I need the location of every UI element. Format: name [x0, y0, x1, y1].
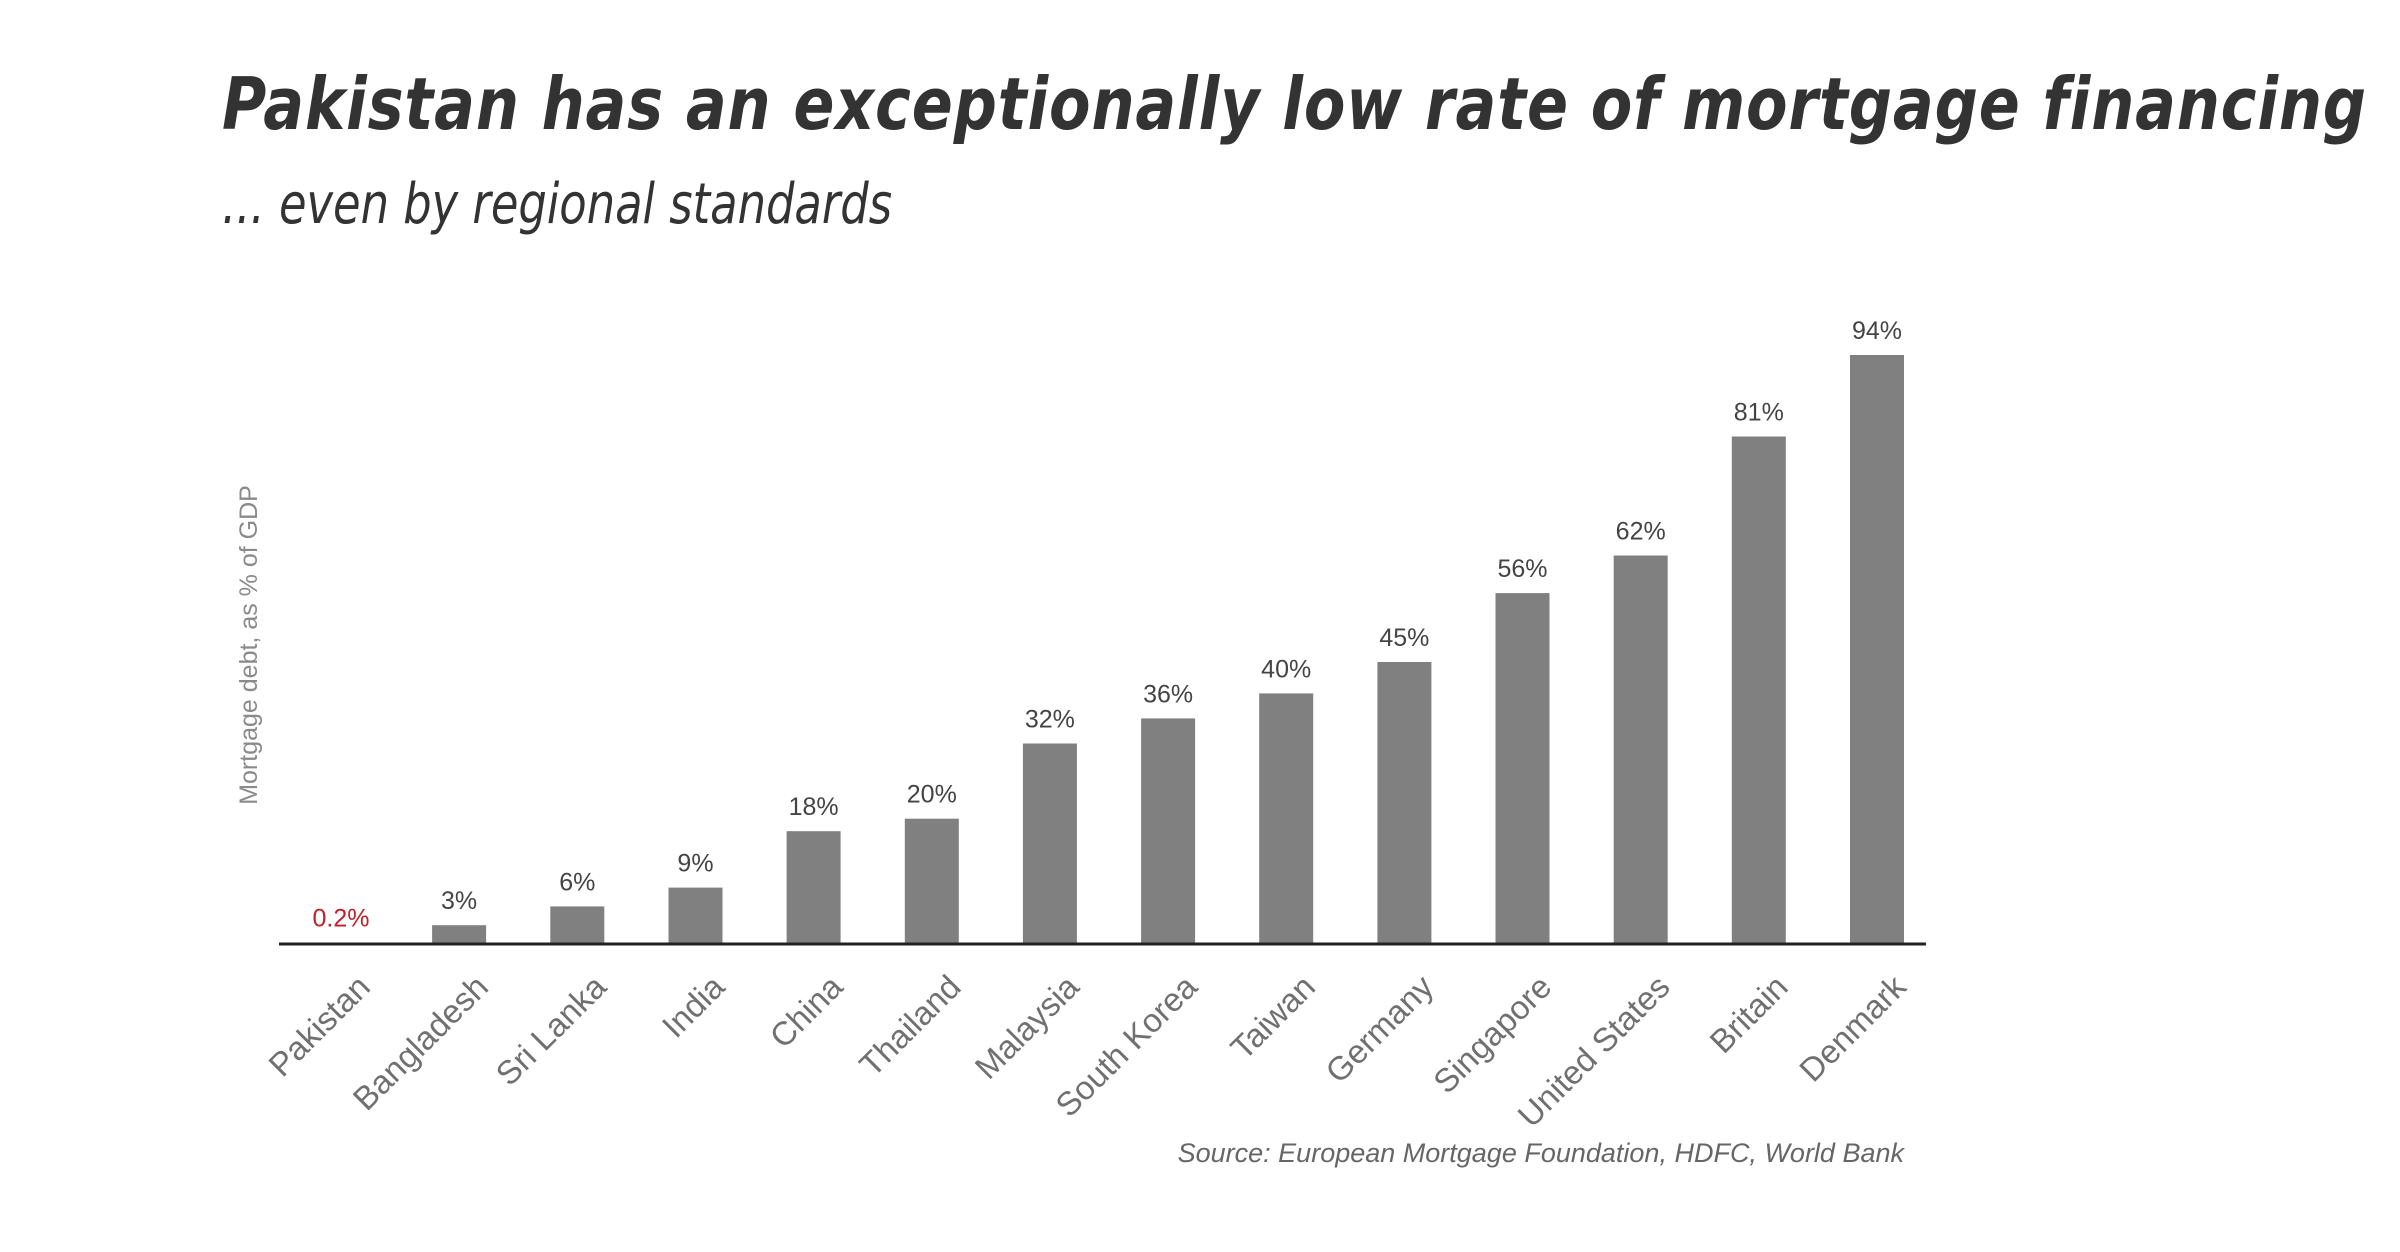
value-label-taiwan: 40%: [1261, 655, 1311, 683]
bar-germany: [1377, 662, 1432, 944]
value-label-sri-lanka: 6%: [559, 868, 595, 896]
value-label-pakistan: 0.2%: [313, 905, 370, 933]
value-label-singapore: 56%: [1497, 555, 1547, 583]
source-note: Source: European Mortgage Foundation, HD…: [1178, 1138, 1906, 1168]
bar-india: [668, 887, 723, 944]
bar-britain: [1731, 436, 1786, 944]
value-label-germany: 45%: [1379, 624, 1429, 652]
value-label-united-states: 62%: [1616, 518, 1666, 546]
bar-taiwan: [1259, 693, 1314, 944]
value-label-malaysia: 32%: [1025, 706, 1075, 734]
chart-title: Pakistan has an exceptionally low rate o…: [222, 62, 2367, 146]
bar-malaysia: [1022, 743, 1077, 944]
category-label-thailand: Thailand: [852, 968, 968, 1084]
category-label-taiwan: Taiwan: [1223, 968, 1322, 1067]
value-label-india: 9%: [677, 850, 713, 878]
bar-sri-lanka: [550, 906, 605, 944]
category-label-india: India: [655, 967, 732, 1044]
category-label-pakistan: Pakistan: [261, 968, 377, 1084]
bar-united-states: [1613, 555, 1668, 944]
y-axis-label: Mortgage debt, as % of GDP: [235, 485, 263, 805]
value-label-britain: 81%: [1734, 399, 1784, 427]
category-label-britain: Britain: [1702, 968, 1794, 1060]
value-label-china: 18%: [789, 793, 839, 821]
bar-bangladesh: [432, 925, 487, 944]
bar-singapore: [1495, 593, 1550, 944]
bars-group: [314, 355, 1904, 944]
bar-thailand: [904, 818, 959, 944]
category-label-china: China: [762, 967, 850, 1055]
category-label-sri-lanka: Sri Lanka: [488, 967, 613, 1092]
chart-subtitle: ... even by regional standards: [222, 172, 893, 237]
category-label-denmark: Denmark: [1792, 967, 1913, 1088]
value-label-denmark: 94%: [1852, 317, 1902, 345]
value-label-bangladesh: 3%: [441, 887, 477, 915]
bar-china: [786, 831, 841, 944]
value-label-thailand: 20%: [907, 781, 957, 809]
value-labels-group: 0.2% 3% 6% 9% 18% 20% 32% 36% 40% 45% 56% 62% 81% 94%: [313, 317, 1903, 933]
value-label-south-korea: 36%: [1143, 680, 1193, 708]
bar-denmark: [1850, 355, 1904, 944]
bar-south-korea: [1141, 718, 1196, 944]
category-label-malaysia: Malaysia: [968, 967, 1087, 1086]
category-label-germany: Germany: [1318, 967, 1440, 1089]
